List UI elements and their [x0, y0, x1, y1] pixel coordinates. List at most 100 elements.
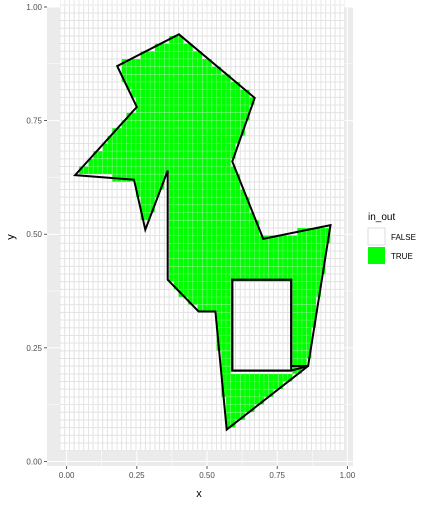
grid-cell-false — [321, 151, 326, 159]
grid-cell-false — [60, 135, 65, 144]
grid-cell-true — [121, 128, 127, 136]
grid-cell-false — [169, 343, 174, 351]
grid-cell-false — [64, 289, 70, 297]
grid-cell-true — [235, 105, 241, 113]
grid-cell-false — [140, 251, 146, 259]
grid-cell-false — [335, 112, 340, 121]
grid-cell-false — [88, 373, 94, 382]
grid-cell-true — [173, 243, 179, 251]
grid-cell-false — [136, 335, 141, 343]
grid-cell-false — [249, 304, 255, 313]
grid-cell-false — [216, 443, 222, 451]
grid-cell-false — [330, 243, 335, 251]
grid-cell-false — [102, 350, 108, 359]
grid-cell-true — [216, 228, 222, 236]
grid-cell-true — [211, 143, 217, 151]
grid-cell-false — [69, 435, 75, 443]
grid-cell-false — [192, 443, 198, 451]
grid-cell-false — [188, 350, 193, 359]
grid-cell-false — [283, 427, 288, 436]
grid-cell-false — [249, 297, 255, 305]
grid-cell-false — [249, 82, 255, 90]
grid-cell-false — [136, 243, 141, 251]
grid-cell-false — [88, 82, 94, 90]
grid-cell-false — [278, 343, 283, 351]
grid-cell-true — [292, 320, 298, 328]
grid-cell-false — [140, 281, 146, 290]
grid-cell-false — [221, 435, 226, 443]
grid-cell-false — [316, 66, 321, 75]
grid-cell-false — [283, 51, 288, 59]
grid-cell-false — [302, 112, 307, 121]
grid-cell-false — [321, 36, 326, 44]
grid-cell-false — [159, 389, 165, 397]
grid-cell-false — [79, 205, 84, 213]
grid-cell-false — [74, 358, 79, 367]
grid-cell-true — [230, 89, 236, 98]
grid-cell-true — [216, 297, 222, 305]
grid-cell-false — [335, 312, 340, 320]
grid-cell-false — [321, 427, 326, 436]
grid-cell-false — [107, 389, 113, 397]
grid-cell-false — [79, 28, 84, 36]
grid-cell-false — [74, 404, 79, 413]
grid-cell-true — [230, 235, 236, 244]
grid-cell-false — [207, 335, 212, 343]
grid-cell-false — [340, 151, 345, 159]
grid-cell-false — [273, 289, 279, 297]
grid-cell-true — [155, 135, 160, 144]
grid-cell-false — [173, 312, 179, 320]
grid-cell-false — [131, 404, 136, 413]
grid-cell-true — [126, 120, 131, 128]
grid-cell-false — [60, 312, 65, 320]
grid-cell-true — [131, 112, 136, 121]
legend-label-true: TRUE — [391, 252, 413, 261]
grid-cell-false — [330, 5, 335, 13]
grid-cell-true — [117, 135, 122, 144]
grid-cell-false — [216, 412, 222, 420]
grid-cell-false — [117, 228, 122, 236]
grid-cell-false — [83, 189, 89, 198]
grid-cell-false — [226, 443, 231, 451]
grid-cell-false — [268, 427, 274, 436]
grid-cell-false — [264, 89, 269, 98]
grid-cell-true — [178, 189, 184, 198]
grid-cell-true — [169, 166, 174, 174]
grid-cell-false — [207, 420, 212, 428]
grid-cell-false — [126, 350, 131, 359]
grid-cell-false — [297, 443, 302, 451]
grid-cell-false — [273, 343, 279, 351]
grid-cell-false — [254, 197, 260, 205]
grid-cell-false — [83, 412, 89, 420]
grid-cell-true — [150, 135, 155, 144]
grid-cell-false — [88, 135, 94, 144]
grid-cell-false — [136, 20, 141, 29]
grid-cell-false — [287, 381, 293, 390]
grid-cell-false — [273, 89, 279, 98]
grid-cell-false — [64, 266, 70, 274]
grid-cell-false — [159, 381, 165, 390]
grid-cell-false — [240, 143, 245, 151]
grid-cell-true — [302, 320, 307, 328]
grid-cell-false — [321, 0, 326, 6]
grid-cell-false — [83, 358, 89, 367]
grid-cell-true — [306, 289, 312, 297]
grid-cell-true — [235, 251, 241, 259]
grid-cell-false — [131, 13, 136, 21]
grid-cell-false — [268, 281, 274, 290]
grid-cell-true — [273, 251, 279, 259]
grid-cell-false — [254, 143, 260, 151]
grid-cell-true — [292, 243, 298, 251]
grid-cell-true — [311, 258, 317, 267]
grid-cell-true — [145, 82, 150, 90]
grid-cell-false — [83, 304, 89, 313]
grid-cell-true — [192, 289, 198, 297]
grid-cell-false — [64, 258, 70, 267]
grid-cell-true — [273, 274, 279, 282]
grid-cell-false — [173, 304, 179, 313]
grid-cell-false — [136, 312, 141, 320]
grid-cell-true — [178, 166, 184, 174]
grid-cell-true — [254, 266, 260, 274]
grid-cell-true — [207, 166, 212, 174]
grid-cell-false — [245, 443, 250, 451]
